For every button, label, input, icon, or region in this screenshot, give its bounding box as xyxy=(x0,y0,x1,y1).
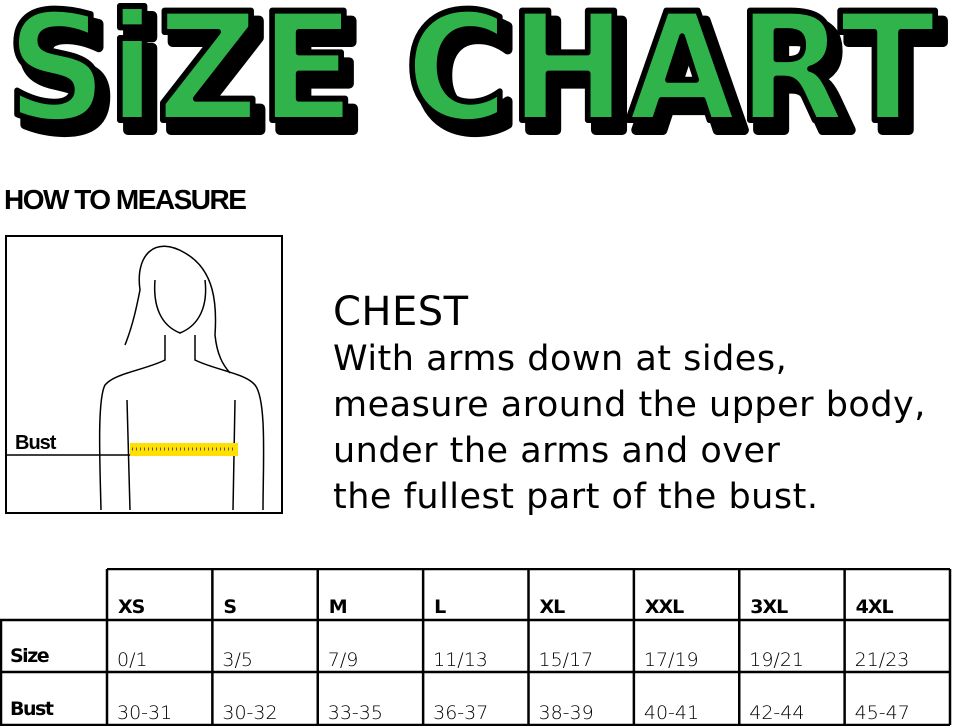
table-cell: 33-35 xyxy=(328,702,383,724)
table-cell: 11/13 xyxy=(433,649,488,671)
table-cell: 45-47 xyxy=(855,702,910,724)
column-header: XS xyxy=(118,596,145,618)
table-cell: 30-31 xyxy=(117,702,172,724)
column-header: 4XL xyxy=(856,596,894,618)
section-heading: HOW TO MEASURE xyxy=(4,184,247,215)
column-header: S xyxy=(223,596,236,618)
table-cell: 30-32 xyxy=(222,702,277,724)
bust-label: Bust xyxy=(15,432,57,454)
instruction-line: the fullest part of the bust. xyxy=(333,477,819,517)
column-header: L xyxy=(434,596,446,618)
table-cell: 0/1 xyxy=(117,649,148,671)
instructions: CHEST With arms down at sides, measure ar… xyxy=(333,288,926,520)
table-cell: 42-44 xyxy=(749,702,804,724)
row-label: Bust xyxy=(10,698,54,720)
measure-figure: Bust xyxy=(5,235,283,514)
instruction-line: under the arms and over xyxy=(333,431,781,471)
column-header: 3XL xyxy=(750,596,788,618)
table-cell: 40-41 xyxy=(644,702,699,724)
title: SiZE CHART xyxy=(6,0,936,150)
table-cell: 15/17 xyxy=(539,649,594,671)
table-cell: 17/19 xyxy=(644,649,699,671)
column-header: M xyxy=(329,596,347,618)
title-shadow: SiZE CHART xyxy=(14,0,944,150)
title-banner: SiZE CHART SiZE CHART xyxy=(3,0,949,150)
size-table: XS S M L XL XXL 3XL 4XL Size 0/1 3/5 7/9 11/13 15/17 1… xyxy=(0,568,952,726)
instruction-line: measure around the upper body, xyxy=(333,385,926,425)
row-label: Size xyxy=(10,645,49,667)
instructions-heading: CHEST xyxy=(333,289,469,335)
table-cell: 7/9 xyxy=(328,649,359,671)
table-cell: 19/21 xyxy=(749,649,804,671)
table-cell: 36-37 xyxy=(433,702,488,724)
table-cell: 3/5 xyxy=(222,649,253,671)
column-header: XXL xyxy=(645,596,684,618)
table-cell: 38-39 xyxy=(539,702,594,724)
figure-frame xyxy=(5,235,283,514)
table-cell: 21/23 xyxy=(855,649,910,671)
column-header: XL xyxy=(540,596,566,618)
instruction-line: With arms down at sides, xyxy=(333,339,788,379)
